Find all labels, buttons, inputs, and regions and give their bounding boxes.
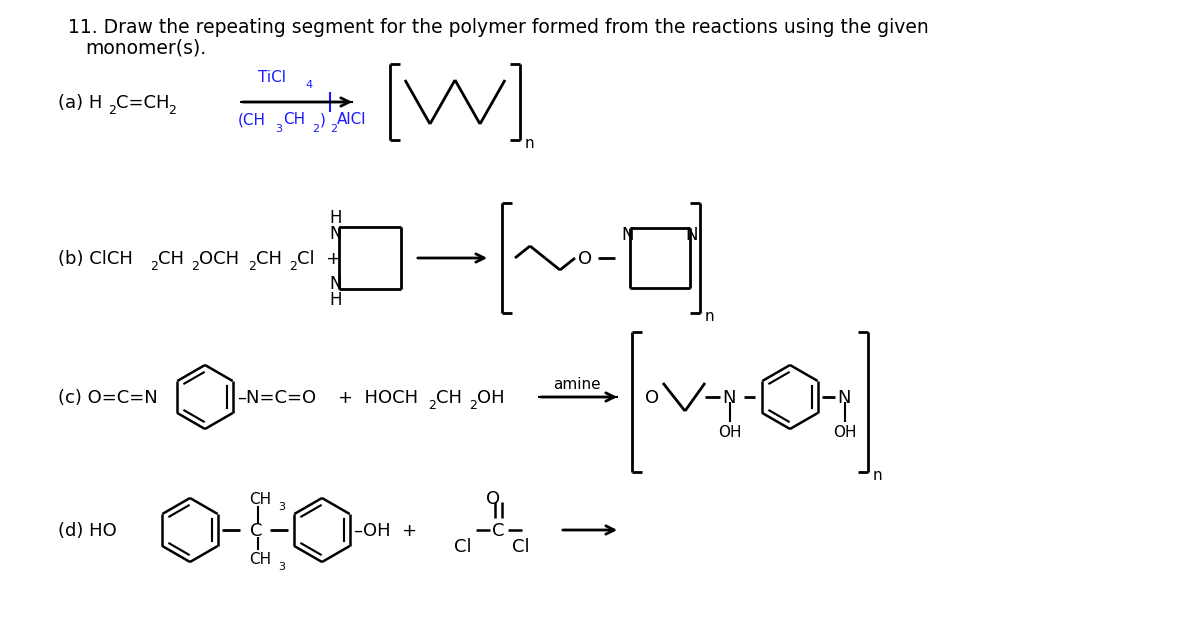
- Text: O: O: [486, 490, 500, 508]
- Text: CH: CH: [250, 552, 271, 567]
- Text: (d) HO: (d) HO: [58, 522, 116, 540]
- Text: CH: CH: [436, 389, 462, 407]
- Text: 2: 2: [428, 399, 436, 412]
- Text: C: C: [250, 522, 263, 540]
- Text: OH: OH: [718, 425, 742, 440]
- Text: OCH: OCH: [199, 250, 239, 268]
- Text: CH: CH: [283, 112, 305, 127]
- Text: H: H: [330, 209, 342, 227]
- Text: ): ): [320, 112, 326, 127]
- Text: H: H: [330, 291, 342, 309]
- Text: 3: 3: [278, 502, 286, 512]
- Text: –N=C=O: –N=C=O: [238, 389, 316, 407]
- Text: –OH  +: –OH +: [354, 522, 418, 540]
- Text: O: O: [578, 250, 592, 268]
- Text: 2: 2: [108, 104, 116, 117]
- Text: AlCl: AlCl: [337, 112, 366, 127]
- Text: CH: CH: [250, 492, 271, 507]
- Text: 2: 2: [289, 260, 296, 273]
- Text: (c) O=C=N: (c) O=C=N: [58, 389, 157, 407]
- Text: 2: 2: [191, 260, 199, 273]
- Text: Cl  +: Cl +: [298, 250, 341, 268]
- Text: N: N: [622, 226, 635, 244]
- Text: C: C: [492, 522, 504, 540]
- Text: 3: 3: [278, 562, 286, 572]
- Text: 11. Draw the repeating segment for the polymer formed from the reactions using t: 11. Draw the repeating segment for the p…: [68, 18, 929, 37]
- Text: 2: 2: [168, 104, 176, 117]
- Text: 2: 2: [469, 399, 476, 412]
- Text: 2: 2: [248, 260, 256, 273]
- Text: monomer(s).: monomer(s).: [85, 38, 206, 57]
- Text: C=CH: C=CH: [116, 94, 169, 112]
- Text: Cl: Cl: [454, 538, 472, 556]
- Text: N: N: [330, 275, 342, 293]
- Text: TiCl: TiCl: [258, 70, 286, 85]
- Text: N: N: [685, 226, 698, 244]
- Text: 3: 3: [275, 124, 282, 134]
- Text: (b) ClCH: (b) ClCH: [58, 250, 133, 268]
- Text: (a) H: (a) H: [58, 94, 102, 112]
- Text: n: n: [526, 136, 535, 151]
- Text: CH: CH: [158, 250, 184, 268]
- Text: N: N: [330, 225, 342, 243]
- Text: amine: amine: [553, 377, 601, 392]
- Text: n: n: [874, 468, 883, 483]
- Text: N: N: [722, 389, 736, 407]
- Text: (CH: (CH: [238, 112, 266, 127]
- Text: O: O: [646, 389, 659, 407]
- Text: 2: 2: [312, 124, 319, 134]
- Text: 4: 4: [305, 80, 312, 90]
- Text: CH: CH: [256, 250, 282, 268]
- Text: n: n: [706, 309, 715, 324]
- Text: OH: OH: [478, 389, 505, 407]
- Text: 2: 2: [330, 124, 337, 134]
- Text: Cl: Cl: [512, 538, 529, 556]
- Text: +  HOCH: + HOCH: [338, 389, 418, 407]
- Text: 2: 2: [150, 260, 158, 273]
- Text: OH: OH: [833, 425, 857, 440]
- Text: N: N: [838, 389, 851, 407]
